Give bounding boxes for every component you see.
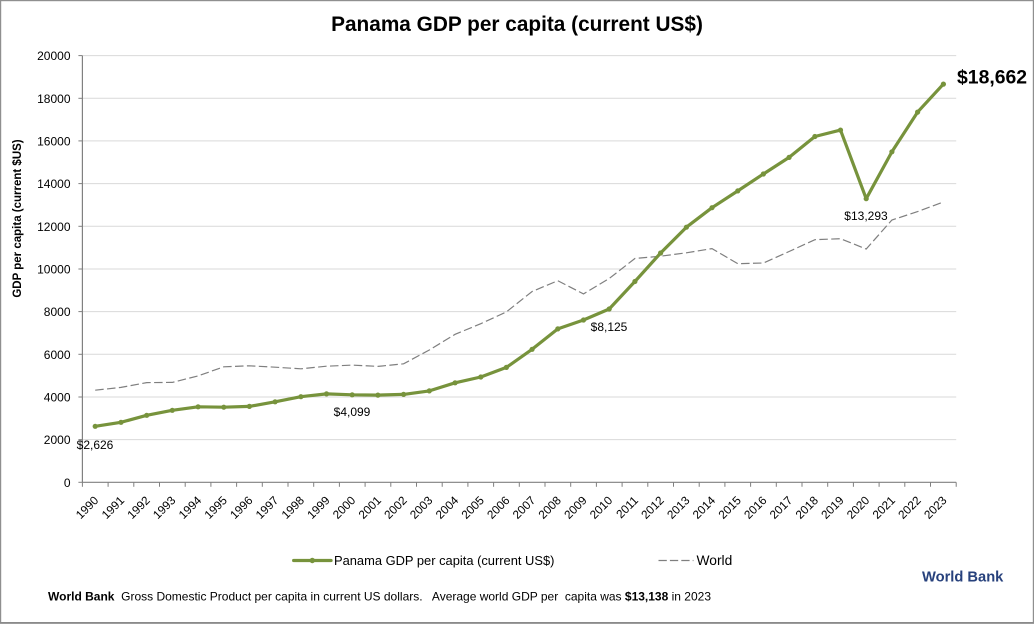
svg-text:4000: 4000: [44, 391, 71, 405]
svg-text:20000: 20000: [37, 49, 71, 63]
svg-text:2000: 2000: [44, 433, 71, 447]
svg-text:12000: 12000: [37, 220, 71, 234]
svg-text:Panama GDP per capita (current: Panama GDP per capita (current US$): [334, 553, 554, 568]
svg-text:$8,125: $8,125: [591, 320, 628, 334]
svg-text:8000: 8000: [44, 305, 71, 319]
svg-text:6000: 6000: [44, 348, 71, 362]
svg-text:World: World: [697, 553, 733, 568]
svg-text:18000: 18000: [37, 92, 71, 106]
svg-text:World Bank Gross Domestic Pro: World Bank Gross Domestic Product per ca…: [48, 590, 711, 604]
svg-text:$4,099: $4,099: [334, 405, 371, 419]
svg-text:World Bank: World Bank: [922, 570, 1004, 586]
svg-text:GDP per capita (current $US): GDP per capita (current $US): [12, 139, 24, 297]
svg-text:16000: 16000: [37, 135, 71, 149]
svg-text:$18,662: $18,662: [957, 67, 1027, 89]
svg-text:$2,626: $2,626: [77, 438, 114, 452]
svg-text:10000: 10000: [37, 263, 71, 277]
svg-text:0: 0: [64, 476, 71, 490]
svg-text:$13,293: $13,293: [844, 209, 888, 223]
svg-text:14000: 14000: [37, 177, 71, 191]
svg-text:Panama GDP per capita (current: Panama GDP per capita (current US$): [331, 13, 703, 36]
